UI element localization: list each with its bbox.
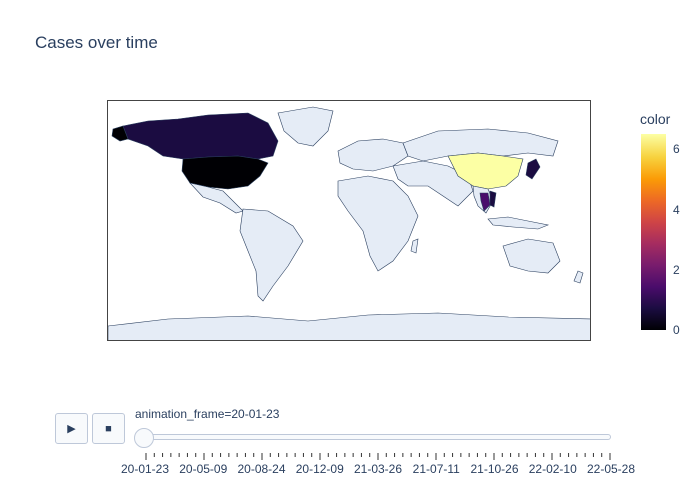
country-vietnam	[489, 190, 497, 208]
chart-title: Cases over time	[35, 33, 158, 52]
slider-step-label[interactable]: 20-08-24	[237, 462, 286, 476]
slider-step-label[interactable]: 21-10-26	[470, 462, 519, 476]
australia	[502, 238, 561, 274]
madagascar	[410, 238, 419, 254]
slider-ticks-svg	[145, 453, 611, 460]
map-svg	[108, 106, 590, 340]
country-usa	[181, 155, 269, 190]
country-usa-alaska	[111, 125, 129, 142]
world-map[interactable]	[107, 100, 591, 341]
slider-current-label: animation_frame=20-01-23	[135, 407, 280, 421]
country-japan	[525, 158, 541, 180]
colorbar	[641, 134, 666, 330]
slider-rail[interactable]	[145, 434, 611, 440]
colorbar-tick: 2	[673, 263, 680, 277]
stop-icon: ■	[105, 422, 112, 435]
slider-step-label[interactable]: 22-05-28	[586, 462, 636, 476]
play-icon: ▶	[67, 423, 76, 435]
slider-knob[interactable]	[134, 428, 154, 448]
antarctica	[108, 312, 590, 340]
colorbar-title: color	[640, 111, 671, 127]
africa	[337, 175, 419, 272]
stop-button[interactable]: ■	[92, 413, 125, 444]
slider-step-label[interactable]: 20-12-09	[295, 462, 344, 476]
greenland-land	[277, 106, 334, 147]
europe	[337, 138, 409, 172]
slider-step-label[interactable]: 21-03-26	[353, 462, 403, 476]
colorbar-tick: 0	[673, 323, 680, 337]
country-thailand	[479, 192, 491, 212]
middle-south-asia	[392, 160, 474, 207]
indonesia	[487, 216, 550, 230]
slider-step-label[interactable]: 20-05-09	[179, 462, 228, 476]
colorbar-tick: 4	[673, 203, 680, 217]
slider-step-label[interactable]: 20-01-23	[120, 462, 170, 476]
slider-ticks	[145, 453, 611, 461]
slider-step-label[interactable]: 22-02-10	[528, 462, 577, 476]
colorbar-tick: 6	[673, 142, 680, 156]
country-canada	[122, 112, 279, 160]
slider-step-label[interactable]: 21-07-11	[412, 462, 460, 476]
new-zealand	[573, 270, 584, 284]
south-america	[239, 208, 304, 302]
country-china	[447, 152, 524, 190]
play-button[interactable]: ▶	[55, 413, 88, 444]
